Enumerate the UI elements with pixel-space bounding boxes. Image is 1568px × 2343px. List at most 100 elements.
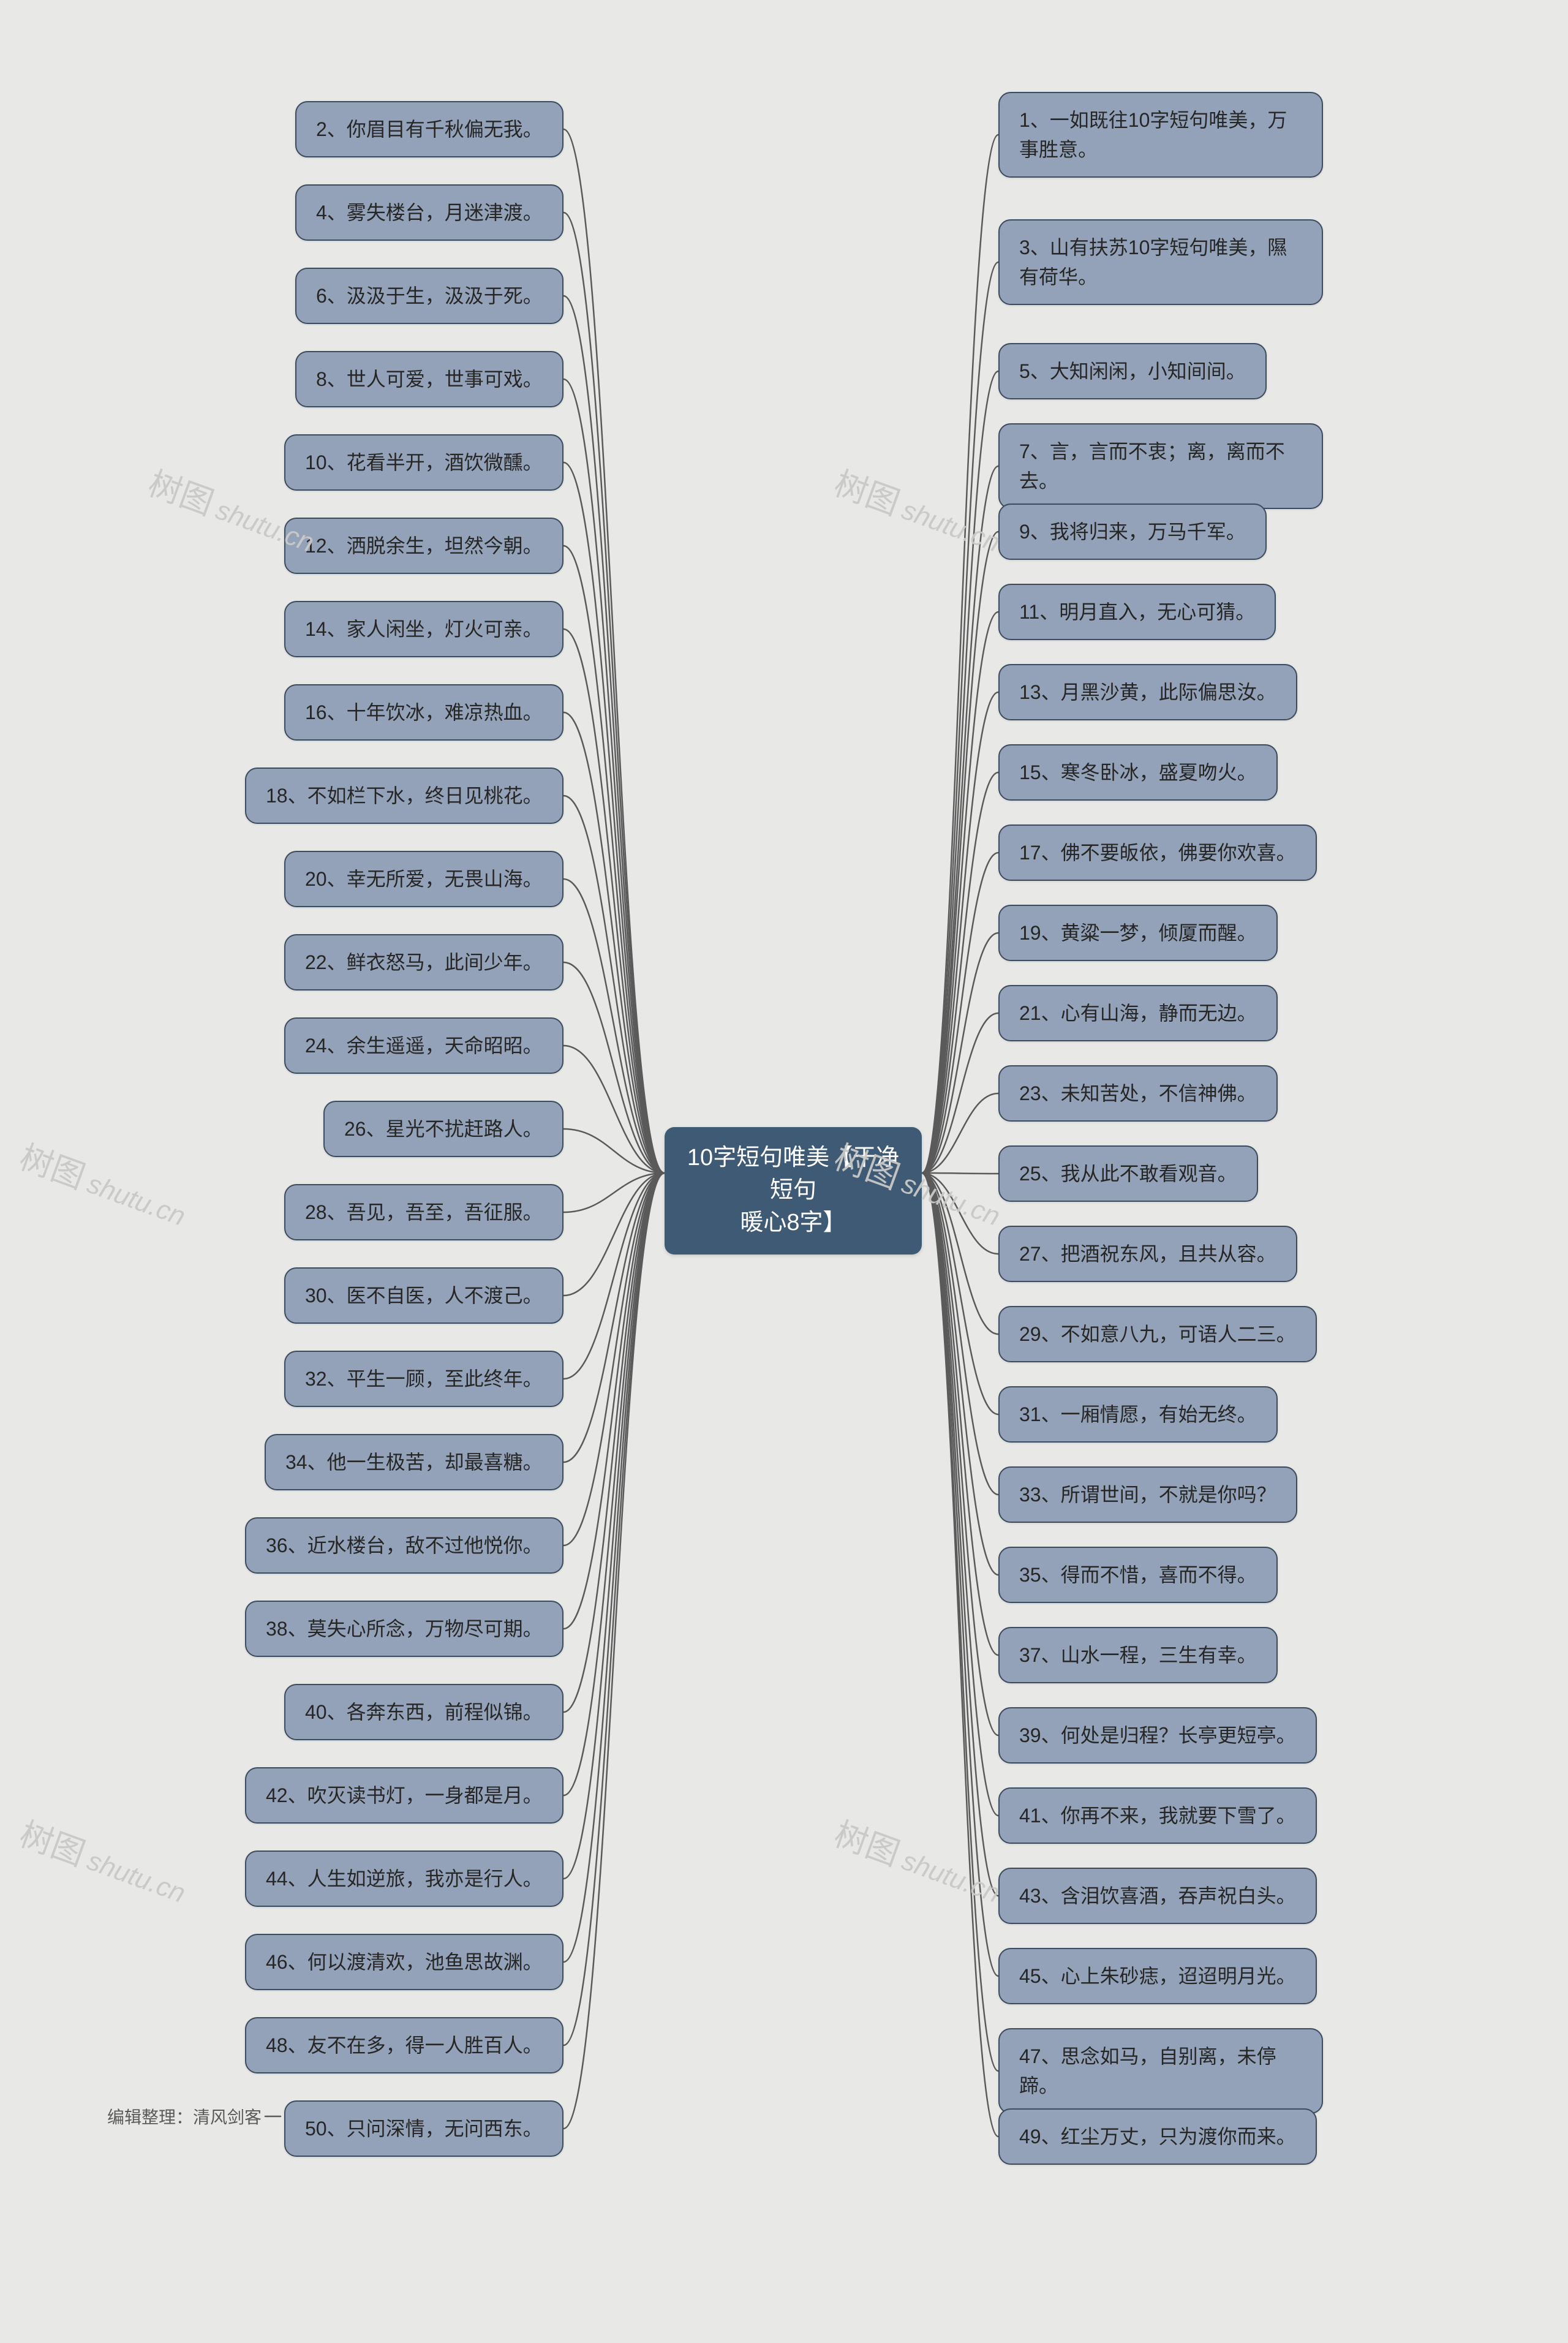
left-node[interactable]: 28、吾见，吾至，吾征服。 bbox=[284, 1184, 564, 1240]
right-node[interactable]: 11、明月直入，无心可猜。 bbox=[998, 584, 1276, 640]
right-node-label: 15、寒冬卧冰，盛夏吻火。 bbox=[1019, 761, 1257, 783]
watermark-en: shutu.cn bbox=[898, 495, 1004, 559]
right-node[interactable]: 1、一如既往10字短句唯美，万事胜意。 bbox=[998, 92, 1323, 178]
right-node[interactable]: 33、所谓世间，不就是你吗？ bbox=[998, 1466, 1297, 1523]
watermark-en: shutu.cn bbox=[83, 1169, 189, 1232]
right-node-label: 49、红尘万丈，只为渡你而来。 bbox=[1019, 2126, 1296, 2148]
right-node[interactable]: 17、佛不要皈依，佛要你欢喜。 bbox=[998, 824, 1317, 881]
center-title-line2: 暖心8字】 bbox=[687, 1207, 900, 1239]
right-node-label: 47、思念如马，自别离，未停蹄。 bbox=[1019, 2045, 1276, 2097]
left-node-label: 36、近水楼台，敌不过他悦你。 bbox=[266, 1534, 543, 1556]
watermark-cn: 树图 bbox=[143, 456, 222, 524]
left-node[interactable]: 44、人生如逆旅，我亦是行人。 bbox=[245, 1851, 564, 1907]
left-node[interactable]: 38、莫失心所念，万物尽可期。 bbox=[245, 1601, 564, 1657]
left-node-label: 6、汲汲于生，汲汲于死。 bbox=[316, 285, 543, 307]
right-node-label: 25、我从此不敢看观音。 bbox=[1019, 1163, 1237, 1185]
right-node[interactable]: 13、月黑沙黄，此际偏思汝。 bbox=[998, 664, 1297, 720]
watermark-cn: 树图 bbox=[829, 456, 908, 524]
right-node-label: 1、一如既往10字短句唯美，万事胜意。 bbox=[1019, 109, 1287, 160]
right-node-label: 11、明月直入，无心可猜。 bbox=[1019, 601, 1255, 623]
right-node-label: 31、一厢情愿，有始无终。 bbox=[1019, 1403, 1257, 1425]
watermark: 树图shutu.cn bbox=[14, 1130, 194, 1235]
left-node[interactable]: 46、何以渡清欢，池鱼思故渊。 bbox=[245, 1934, 564, 1990]
right-node[interactable]: 41、你再不来，我就要下雪了。 bbox=[998, 1787, 1317, 1844]
left-node-label: 24、余生遥遥，天命昭昭。 bbox=[305, 1035, 543, 1057]
watermark: 树图shutu.cn bbox=[829, 456, 1009, 561]
right-node-label: 43、含泪饮喜酒，吞声祝白头。 bbox=[1019, 1885, 1296, 1907]
left-node[interactable]: 40、各奔东西，前程似锦。 bbox=[284, 1684, 564, 1740]
left-node[interactable]: 18、不如栏下水，终日见桃花。 bbox=[245, 768, 564, 824]
right-node-label: 13、月黑沙黄，此际偏思汝。 bbox=[1019, 681, 1276, 703]
right-node[interactable]: 5、大知闲闲，小知间间。 bbox=[998, 343, 1267, 399]
left-node-label: 46、何以渡清欢，池鱼思故渊。 bbox=[266, 1951, 543, 1973]
left-node[interactable]: 26、星光不扰赶路人。 bbox=[323, 1101, 564, 1157]
right-node-label: 19、黄粱一梦，倾厦而醒。 bbox=[1019, 922, 1257, 944]
center-title-line1: 10字短句唯美【干净短句 bbox=[687, 1142, 900, 1207]
right-node[interactable]: 19、黄粱一梦，倾厦而醒。 bbox=[998, 905, 1278, 961]
left-node-label: 14、家人闲坐，灯火可亲。 bbox=[305, 618, 543, 640]
footer-editor-label: 编辑整理：清风剑客 bbox=[107, 2104, 262, 2129]
right-node[interactable]: 27、把酒祝东风，且共从容。 bbox=[998, 1226, 1297, 1282]
watermark-en: shutu.cn bbox=[83, 1846, 189, 1909]
left-node-label: 26、星光不扰赶路人。 bbox=[344, 1118, 543, 1140]
right-node[interactable]: 7、言，言而不衷；离，离而不去。 bbox=[998, 423, 1323, 509]
right-node[interactable]: 3、山有扶苏10字短句唯美，隰有荷华。 bbox=[998, 219, 1323, 305]
watermark-cn: 树图 bbox=[14, 1130, 93, 1198]
left-node-label: 38、莫失心所念，万物尽可期。 bbox=[266, 1618, 543, 1640]
right-node-label: 27、把酒祝东风，且共从容。 bbox=[1019, 1243, 1276, 1265]
left-node[interactable]: 2、你眉目有千秋偏无我。 bbox=[295, 101, 564, 157]
center-node[interactable]: 10字短句唯美【干净短句暖心8字】 bbox=[665, 1127, 922, 1255]
left-node-label: 2、你眉目有千秋偏无我。 bbox=[316, 118, 543, 140]
watermark: 树图shutu.cn bbox=[14, 1807, 194, 1912]
left-node[interactable]: 48、友不在多，得一人胜百人。 bbox=[245, 2017, 564, 2073]
left-node[interactable]: 34、他一生极苦，却最喜糖。 bbox=[265, 1434, 564, 1490]
right-node[interactable]: 21、心有山海，静而无边。 bbox=[998, 985, 1278, 1041]
left-node[interactable]: 20、幸无所爱，无畏山海。 bbox=[284, 851, 564, 907]
right-node-label: 29、不如意八九，可语人二三。 bbox=[1019, 1323, 1296, 1345]
left-node-label: 30、医不自医，人不渡己。 bbox=[305, 1285, 543, 1307]
left-node-label: 40、各奔东西，前程似锦。 bbox=[305, 1701, 543, 1723]
right-node[interactable]: 31、一厢情愿，有始无终。 bbox=[998, 1386, 1278, 1443]
left-node[interactable]: 42、吹灭读书灯，一身都是月。 bbox=[245, 1767, 564, 1824]
left-node[interactable]: 14、家人闲坐，灯火可亲。 bbox=[284, 601, 564, 657]
left-node[interactable]: 4、雾失楼台，月迷津渡。 bbox=[295, 184, 564, 241]
right-node-label: 45、心上朱砂痣，迢迢明月光。 bbox=[1019, 1965, 1296, 1987]
left-node[interactable]: 36、近水楼台，敌不过他悦你。 bbox=[245, 1517, 564, 1574]
left-node[interactable]: 12、洒脱余生，坦然今朝。 bbox=[284, 518, 564, 574]
right-node-label: 35、得而不惜，喜而不得。 bbox=[1019, 1564, 1257, 1586]
right-node[interactable]: 9、我将归来，万马千军。 bbox=[998, 504, 1267, 560]
right-node[interactable]: 39、何处是归程？长亭更短亭。 bbox=[998, 1707, 1317, 1764]
left-node[interactable]: 32、平生一顾，至此终年。 bbox=[284, 1351, 564, 1407]
right-node[interactable]: 47、思念如马，自别离，未停蹄。 bbox=[998, 2028, 1323, 2114]
left-node[interactable]: 50、只问深情，无问西东。 bbox=[284, 2100, 564, 2157]
right-node-label: 23、未知苦处，不信神佛。 bbox=[1019, 1082, 1257, 1104]
right-node-label: 21、心有山海，静而无边。 bbox=[1019, 1002, 1257, 1024]
right-node[interactable]: 29、不如意八九，可语人二三。 bbox=[998, 1306, 1317, 1362]
left-node[interactable]: 30、医不自医，人不渡己。 bbox=[284, 1267, 564, 1324]
right-node[interactable]: 35、得而不惜，喜而不得。 bbox=[998, 1547, 1278, 1603]
left-node-label: 48、友不在多，得一人胜百人。 bbox=[266, 2034, 543, 2056]
right-node-label: 9、我将归来，万马千军。 bbox=[1019, 521, 1246, 543]
left-node-label: 44、人生如逆旅，我亦是行人。 bbox=[266, 1868, 543, 1890]
left-node[interactable]: 8、世人可爱，世事可戏。 bbox=[295, 351, 564, 407]
left-node-label: 12、洒脱余生，坦然今朝。 bbox=[305, 535, 543, 557]
left-node[interactable]: 16、十年饮冰，难凉热血。 bbox=[284, 684, 564, 741]
left-node-label: 42、吹灭读书灯，一身都是月。 bbox=[266, 1784, 543, 1806]
right-node[interactable]: 37、山水一程，三生有幸。 bbox=[998, 1627, 1278, 1683]
right-node[interactable]: 43、含泪饮喜酒，吞声祝白头。 bbox=[998, 1868, 1317, 1924]
right-node[interactable]: 25、我从此不敢看观音。 bbox=[998, 1145, 1258, 1202]
left-node[interactable]: 10、花看半开，酒饮微醺。 bbox=[284, 434, 564, 491]
right-node-label: 33、所谓世间，不就是你吗？ bbox=[1019, 1484, 1276, 1506]
watermark: 树图shutu.cn bbox=[829, 1807, 1009, 1912]
left-node[interactable]: 6、汲汲于生，汲汲于死。 bbox=[295, 268, 564, 324]
left-node[interactable]: 24、余生遥遥，天命昭昭。 bbox=[284, 1017, 564, 1074]
right-node-label: 7、言，言而不衷；离，离而不去。 bbox=[1019, 440, 1285, 492]
right-node[interactable]: 23、未知苦处，不信神佛。 bbox=[998, 1065, 1278, 1122]
right-node-label: 5、大知闲闲，小知间间。 bbox=[1019, 360, 1246, 382]
right-node[interactable]: 49、红尘万丈，只为渡你而来。 bbox=[998, 2108, 1317, 2165]
right-node[interactable]: 45、心上朱砂痣，迢迢明月光。 bbox=[998, 1948, 1317, 2004]
left-node-label: 22、鲜衣怒马，此间少年。 bbox=[305, 951, 543, 973]
left-node-label: 50、只问深情，无问西东。 bbox=[305, 2118, 543, 2140]
left-node[interactable]: 22、鲜衣怒马，此间少年。 bbox=[284, 934, 564, 990]
right-node[interactable]: 15、寒冬卧冰，盛夏吻火。 bbox=[998, 744, 1278, 801]
